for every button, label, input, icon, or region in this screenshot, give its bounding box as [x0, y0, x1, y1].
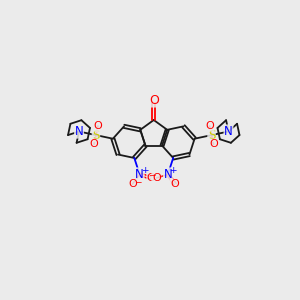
Text: O: O	[128, 179, 137, 189]
Text: O: O	[90, 139, 98, 149]
Text: O: O	[147, 173, 155, 183]
Text: N: N	[164, 168, 172, 181]
Text: N: N	[75, 125, 83, 138]
Text: O: O	[94, 121, 102, 131]
Text: N: N	[224, 125, 233, 138]
Text: −: −	[134, 177, 141, 186]
Text: S: S	[92, 129, 100, 142]
Text: O: O	[209, 139, 218, 149]
Text: +: +	[141, 167, 148, 176]
Text: O: O	[152, 173, 161, 183]
Text: −: −	[148, 171, 155, 180]
Text: O: O	[149, 94, 159, 107]
Text: O: O	[205, 121, 214, 131]
Text: S: S	[208, 129, 215, 142]
Text: +: +	[169, 167, 177, 176]
Text: N: N	[135, 168, 144, 181]
Text: O: O	[171, 179, 179, 189]
